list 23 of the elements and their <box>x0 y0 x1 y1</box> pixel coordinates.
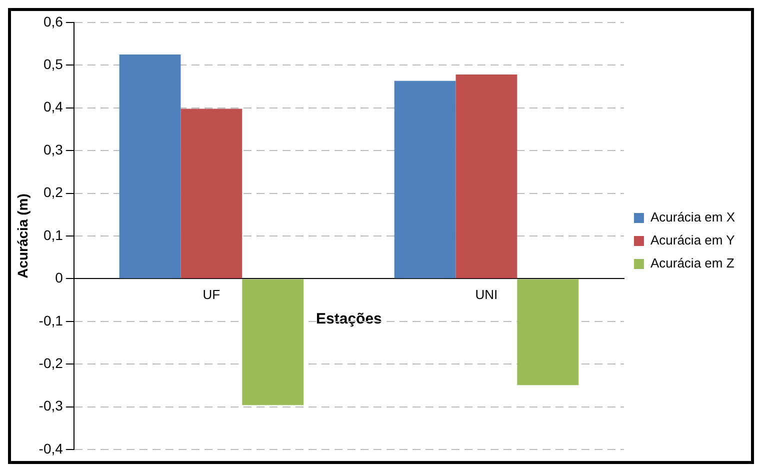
y-tick-label: -0,2 <box>38 355 64 372</box>
y-tick-label: 0 <box>55 270 64 286</box>
bar <box>180 108 242 278</box>
legend-label: Acurácia em Z <box>650 256 734 271</box>
y-tick-label: -0,4 <box>38 440 64 456</box>
x-tick-label: UF <box>202 287 220 302</box>
bar <box>456 74 518 278</box>
x-tick-label: UNI <box>475 287 498 302</box>
y-tick-label: 0,6 <box>43 13 64 30</box>
y-tick-label: 0,4 <box>43 98 64 115</box>
bar <box>242 279 304 406</box>
y-tick-label: 0,2 <box>43 184 64 200</box>
y-tick-label: 0,3 <box>43 141 64 158</box>
y-tick-label: 0,1 <box>43 226 64 243</box>
y-axis-title: Acurácia (m) <box>14 194 30 278</box>
y-tick-label: -0,1 <box>38 312 64 328</box>
bar <box>119 54 181 278</box>
bar <box>394 80 456 278</box>
legend-label: Acurácia em Y <box>650 232 736 248</box>
legend-label: Acurácia em X <box>650 210 736 225</box>
y-tick-label: -0,3 <box>38 398 64 414</box>
bar <box>517 279 579 386</box>
y-tick-label: 0,5 <box>43 56 64 72</box>
